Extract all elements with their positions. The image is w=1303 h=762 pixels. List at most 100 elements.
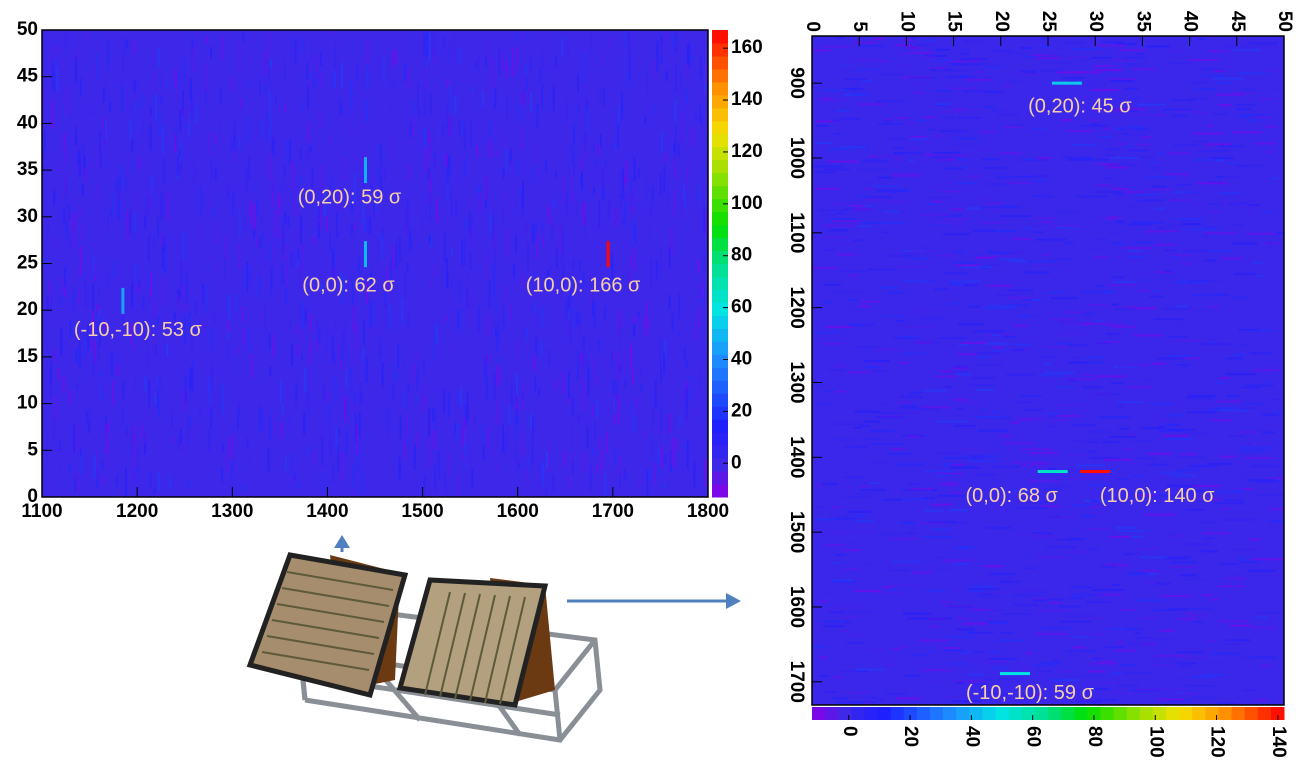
noise-streak bbox=[1107, 692, 1137, 695]
noise-streak bbox=[812, 384, 823, 387]
noise-streak bbox=[1149, 161, 1158, 164]
noise-streak bbox=[911, 83, 927, 86]
noise-streak bbox=[319, 461, 322, 469]
noise-streak bbox=[134, 469, 137, 482]
noise-streak bbox=[570, 287, 573, 315]
noise-streak bbox=[433, 465, 436, 491]
noise-streak bbox=[395, 242, 398, 268]
noise-streak bbox=[1134, 494, 1158, 497]
noise-streak bbox=[404, 64, 407, 82]
y-tick-label: 1300 bbox=[786, 361, 807, 403]
noise-streak bbox=[979, 342, 1010, 345]
noise-streak bbox=[204, 285, 207, 315]
noise-streak bbox=[1180, 366, 1187, 369]
noise-streak bbox=[1216, 702, 1239, 705]
noise-streak bbox=[1261, 110, 1270, 113]
noise-streak bbox=[521, 92, 524, 105]
noise-streak bbox=[609, 36, 612, 50]
noise-streak bbox=[1207, 462, 1234, 465]
noise-streak bbox=[1210, 598, 1219, 601]
noise-streak bbox=[518, 188, 521, 196]
noise-streak bbox=[1169, 555, 1194, 558]
noise-streak bbox=[120, 164, 123, 187]
noise-streak bbox=[1130, 364, 1151, 367]
noise-streak bbox=[242, 328, 245, 345]
noise-streak bbox=[917, 615, 949, 618]
noise-streak bbox=[156, 316, 159, 326]
noise-streak bbox=[853, 208, 872, 211]
noise-streak bbox=[1248, 42, 1279, 45]
noise-streak bbox=[838, 531, 858, 534]
noise-streak bbox=[1106, 627, 1137, 630]
noise-streak bbox=[1022, 158, 1035, 161]
noise-streak bbox=[421, 394, 424, 413]
noise-streak bbox=[1068, 356, 1083, 359]
noise-streak bbox=[1074, 699, 1099, 702]
noise-streak bbox=[618, 171, 621, 199]
noise-streak bbox=[846, 299, 859, 302]
noise-streak bbox=[854, 410, 880, 413]
noise-streak bbox=[208, 195, 211, 213]
noise-streak bbox=[872, 669, 889, 672]
noise-streak bbox=[259, 256, 262, 277]
noise-streak bbox=[1166, 354, 1193, 357]
noise-streak bbox=[386, 409, 389, 432]
noise-streak bbox=[121, 114, 124, 142]
noise-streak bbox=[494, 88, 497, 109]
noise-streak bbox=[99, 150, 102, 170]
noise-streak bbox=[97, 147, 100, 167]
noise-streak bbox=[1132, 689, 1162, 692]
noise-streak bbox=[1032, 664, 1059, 667]
noise-streak bbox=[1235, 488, 1253, 491]
noise-streak bbox=[268, 413, 271, 440]
noise-streak bbox=[580, 171, 583, 190]
noise-streak bbox=[637, 168, 640, 179]
noise-streak bbox=[178, 164, 181, 179]
noise-streak bbox=[334, 41, 337, 69]
noise-streak bbox=[367, 216, 370, 235]
colorbar-band bbox=[712, 68, 728, 83]
noise-streak bbox=[934, 288, 949, 291]
noise-streak bbox=[1044, 488, 1062, 491]
noise-streak bbox=[222, 384, 225, 415]
noise-streak bbox=[1091, 681, 1119, 684]
noise-streak bbox=[981, 455, 1000, 458]
noise-streak bbox=[568, 370, 571, 399]
noise-streak bbox=[1048, 598, 1064, 601]
noise-streak bbox=[865, 196, 893, 199]
noise-streak bbox=[1183, 543, 1214, 546]
noise-streak bbox=[361, 116, 364, 145]
noise-streak bbox=[1207, 326, 1226, 329]
noise-streak bbox=[1256, 652, 1269, 655]
noise-streak bbox=[925, 316, 948, 319]
noise-streak bbox=[634, 396, 637, 415]
noise-streak bbox=[847, 371, 871, 374]
colorbar-band bbox=[712, 432, 728, 446]
noise-streak bbox=[1262, 413, 1279, 416]
noise-streak bbox=[62, 376, 65, 393]
noise-streak bbox=[413, 73, 416, 91]
noise-streak bbox=[197, 175, 200, 184]
noise-streak bbox=[220, 467, 223, 483]
noise-streak bbox=[1105, 646, 1125, 649]
noise-streak bbox=[1002, 335, 1016, 338]
noise-streak bbox=[917, 170, 944, 173]
noise-streak bbox=[180, 139, 183, 158]
noise-streak bbox=[503, 284, 506, 294]
noise-streak bbox=[178, 290, 181, 299]
noise-streak bbox=[1128, 133, 1148, 136]
noise-streak bbox=[887, 291, 905, 294]
noise-streak bbox=[44, 277, 47, 299]
noise-streak bbox=[390, 82, 393, 90]
x-tick-label: 0 bbox=[802, 21, 823, 32]
noise-streak bbox=[458, 281, 461, 302]
noise-streak bbox=[892, 337, 921, 340]
noise-streak bbox=[1077, 195, 1110, 198]
noise-streak bbox=[1112, 276, 1126, 279]
noise-streak bbox=[640, 367, 643, 376]
noise-streak bbox=[147, 80, 150, 94]
noise-streak bbox=[1125, 307, 1157, 310]
noise-streak bbox=[464, 218, 467, 228]
colorbar-band bbox=[1244, 707, 1259, 720]
